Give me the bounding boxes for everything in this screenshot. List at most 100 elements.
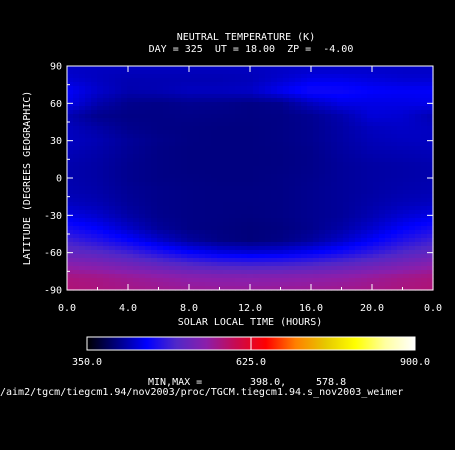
heatmap-cell (325, 82, 332, 87)
heatmap-cell (247, 198, 254, 203)
heatmap-cell (85, 78, 92, 83)
heatmap-cell (211, 70, 218, 75)
heatmap-cell (331, 198, 338, 203)
heatmap-cell (109, 242, 116, 247)
heatmap-cell (289, 226, 296, 231)
heatmap-cell (415, 182, 422, 187)
heatmap-cell (73, 178, 80, 183)
heatmap-cell (265, 70, 272, 75)
heatmap-cell (367, 194, 374, 199)
heatmap-cell (415, 166, 422, 171)
heatmap-cell (403, 74, 410, 79)
heatmap-cell (199, 174, 206, 179)
heatmap-cell (229, 102, 236, 107)
heatmap-cell (223, 74, 230, 79)
heatmap-cell (163, 270, 170, 275)
heatmap-cell (355, 154, 362, 159)
heatmap-cell (289, 174, 296, 179)
heatmap-cell (73, 162, 80, 167)
heatmap-cell (313, 258, 320, 263)
heatmap-cell (361, 106, 368, 111)
heatmap-cell (73, 230, 80, 235)
heatmap-cell (145, 78, 152, 83)
heatmap-cell (415, 102, 422, 107)
heatmap-cell (121, 166, 128, 171)
heatmap-cell (241, 142, 248, 147)
heatmap-cell (319, 238, 326, 243)
heatmap-cell (79, 238, 86, 243)
heatmap-cell (97, 266, 104, 271)
heatmap-cell (283, 118, 290, 123)
heatmap-cell (367, 154, 374, 159)
heatmap-cell (283, 190, 290, 195)
heatmap-cell (217, 234, 224, 239)
heatmap-cell (265, 166, 272, 171)
heatmap-cell (103, 110, 110, 115)
heatmap-cell (169, 234, 176, 239)
heatmap-cell (91, 126, 98, 131)
heatmap-cell (373, 178, 380, 183)
heatmap-cell (325, 94, 332, 99)
heatmap-cell (337, 142, 344, 147)
heatmap-cell (115, 266, 122, 271)
heatmap-cell (349, 238, 356, 243)
heatmap-cell (157, 190, 164, 195)
heatmap-cell (241, 210, 248, 215)
heatmap-cell (319, 190, 326, 195)
heatmap-cell (361, 246, 368, 251)
heatmap-cell (397, 286, 404, 291)
heatmap-cell (139, 210, 146, 215)
heatmap-cell (151, 70, 158, 75)
heatmap-cell (277, 234, 284, 239)
heatmap-cell (283, 210, 290, 215)
heatmap-cell (313, 146, 320, 151)
heatmap-cell (403, 242, 410, 247)
heatmap-cell (295, 202, 302, 207)
heatmap-cell (361, 206, 368, 211)
heatmap-cell (187, 270, 194, 275)
heatmap-cell (355, 274, 362, 279)
x-tick-label: 0.0 (424, 303, 442, 314)
heatmap-cell (421, 106, 428, 111)
heatmap-cell (211, 106, 218, 111)
heatmap-cell (427, 174, 434, 179)
heatmap-cell (241, 206, 248, 211)
heatmap-cell (235, 258, 242, 263)
heatmap-cell (97, 138, 104, 143)
heatmap-cell (91, 102, 98, 107)
heatmap-cell (217, 66, 224, 71)
heatmap-cell (421, 158, 428, 163)
heatmap-cell (73, 242, 80, 247)
heatmap-cell (223, 150, 230, 155)
heatmap-cell (127, 94, 134, 99)
heatmap-cell (415, 234, 422, 239)
heatmap-cell (103, 198, 110, 203)
heatmap-cell (307, 166, 314, 171)
heatmap-cell (343, 238, 350, 243)
heatmap-cell (205, 86, 212, 91)
heatmap-cell (181, 266, 188, 271)
heatmap-cell (241, 86, 248, 91)
heatmap-cell (337, 254, 344, 259)
heatmap-cell (139, 198, 146, 203)
heatmap-cell (325, 162, 332, 167)
heatmap-cell (169, 122, 176, 127)
heatmap-cell (319, 278, 326, 283)
heatmap-cell (241, 118, 248, 123)
heatmap-cell (385, 214, 392, 219)
heatmap-cell (79, 66, 86, 71)
heatmap-cell (139, 242, 146, 247)
heatmap-cell (397, 230, 404, 235)
heatmap-cell (379, 254, 386, 259)
heatmap-cell (265, 238, 272, 243)
heatmap-cell (427, 198, 434, 203)
heatmap-cell (229, 70, 236, 75)
heatmap-cell (163, 102, 170, 107)
heatmap-cell (391, 230, 398, 235)
heatmap-cell (229, 106, 236, 111)
heatmap-cell (343, 122, 350, 127)
heatmap-cell (277, 70, 284, 75)
heatmap-cell (73, 246, 80, 251)
heatmap-cell (403, 134, 410, 139)
heatmap-cell (277, 166, 284, 171)
